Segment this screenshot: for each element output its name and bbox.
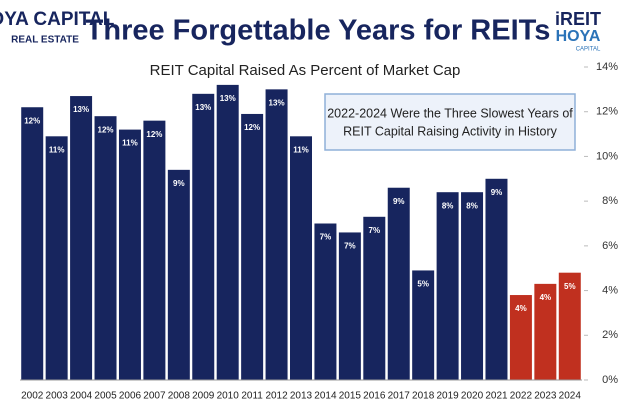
x-tick-label: 2011 (241, 391, 263, 402)
y-tick-label: 6% (602, 240, 618, 252)
x-tick-label: 2013 (290, 391, 313, 402)
x-tick-label: 2004 (70, 391, 93, 402)
bar (363, 216, 386, 380)
logo-text: CAPITAL (576, 47, 601, 53)
bar (436, 192, 459, 380)
x-tick-label: 2006 (119, 391, 142, 402)
value-label: 8% (466, 201, 478, 210)
value-label: 11% (293, 145, 309, 154)
chart-title: Three Forgettable Years for REITs (86, 15, 551, 47)
bar (94, 116, 117, 380)
value-label: 5% (564, 282, 576, 291)
value-label: 7% (320, 233, 332, 242)
logo-text: HOYA CAPITAL (0, 9, 115, 30)
bar (290, 136, 312, 380)
value-label: 12% (244, 123, 260, 132)
bar (509, 295, 532, 380)
value-label: 4% (540, 293, 552, 302)
x-tick-label: 2002 (21, 391, 44, 402)
bar (461, 192, 484, 380)
x-tick-label: 2020 (461, 391, 484, 402)
value-label: 5% (417, 280, 429, 289)
value-label: 9% (491, 188, 503, 197)
bar (118, 129, 141, 380)
y-tick-label: 0% (602, 374, 618, 386)
bar (192, 93, 215, 380)
x-tick-label: 2021 (485, 391, 508, 402)
value-label: 7% (369, 226, 381, 235)
value-label: 7% (344, 242, 356, 251)
value-label: 4% (515, 304, 527, 313)
bar (143, 120, 166, 381)
bar (412, 270, 435, 380)
y-tick-label: 10% (596, 150, 618, 162)
y-tick-label: 4% (602, 284, 618, 296)
value-label: 12% (98, 125, 114, 134)
value-label: 9% (173, 179, 185, 188)
value-label: 13% (73, 105, 89, 114)
value-label: 13% (195, 103, 211, 112)
bar (45, 136, 68, 380)
value-label: 8% (442, 201, 454, 210)
value-label: 13% (220, 94, 236, 103)
x-tick-label: 2016 (363, 391, 386, 402)
x-tick-label: 2022 (510, 391, 533, 402)
x-tick-label: 2024 (559, 391, 582, 402)
x-tick-label: 2017 (388, 391, 411, 402)
value-label: 11% (49, 145, 65, 154)
x-tick-label: 2012 (265, 391, 288, 402)
value-label: 13% (269, 98, 285, 107)
bar (70, 96, 93, 381)
y-tick-label: 14% (596, 61, 618, 73)
bar (338, 232, 361, 380)
chart-subtitle: REIT Capital Raised As Percent of Market… (150, 62, 461, 79)
bar (241, 113, 264, 380)
x-tick-label: 2014 (314, 391, 337, 402)
value-label: 9% (393, 197, 405, 206)
bar (216, 84, 239, 380)
x-tick-label: 2018 (412, 391, 435, 402)
y-tick-label: 8% (602, 195, 618, 207)
y-tick-label: 12% (596, 106, 618, 118)
value-label: 12% (146, 130, 162, 139)
x-tick-label: 2005 (94, 391, 117, 402)
x-tick-label: 2010 (217, 391, 240, 402)
annotation: REIT Capital Raising Activity in History (343, 124, 557, 138)
bar (167, 169, 190, 380)
annotation: 2022-2024 Were the Three Slowest Years o… (327, 106, 573, 120)
y-tick-label: 2% (602, 329, 618, 341)
x-tick-label: 2007 (143, 391, 166, 402)
x-tick-label: 2019 (436, 391, 459, 402)
annotation-box (324, 93, 576, 151)
bar (534, 283, 557, 380)
bar (314, 223, 337, 380)
x-tick-label: 2008 (168, 391, 191, 402)
bar (387, 187, 410, 380)
x-tick-label: 2009 (192, 391, 215, 402)
x-tick-label: 2023 (534, 391, 557, 402)
value-label: 12% (24, 116, 40, 125)
bar (21, 107, 44, 380)
logo-text: HOYA (556, 28, 601, 45)
x-tick-label: 2003 (46, 391, 69, 402)
bar (485, 178, 508, 380)
bar (265, 89, 288, 380)
logo-text: iREIT (555, 9, 601, 29)
logo-text: REAL ESTATE (11, 35, 79, 46)
value-label: 11% (122, 139, 138, 148)
x-tick-label: 2015 (339, 391, 362, 402)
bar (558, 272, 581, 380)
